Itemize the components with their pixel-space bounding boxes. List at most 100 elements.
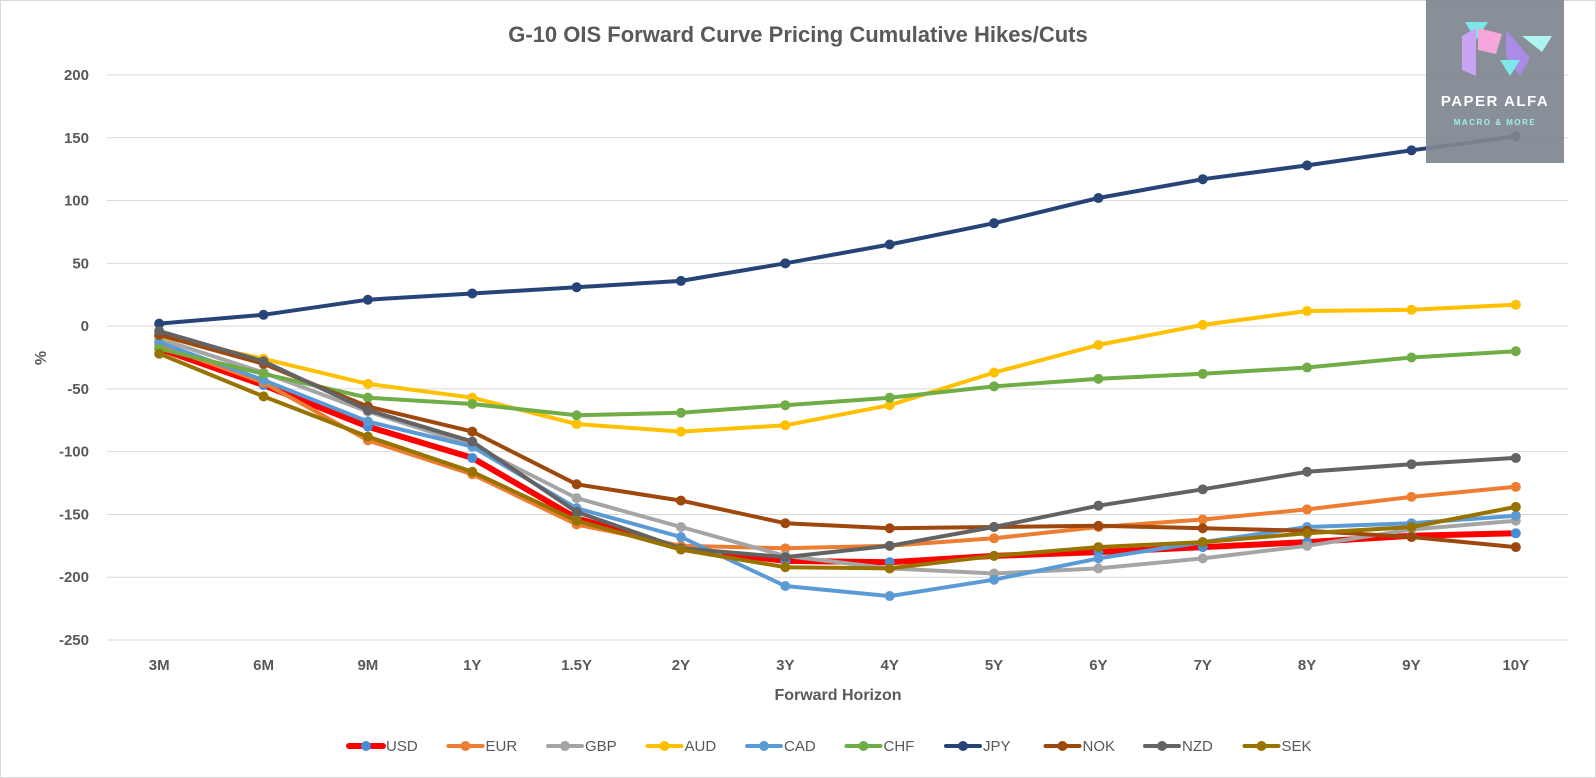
data-point-nzd — [1510, 452, 1521, 463]
legend-label: CHF — [884, 738, 915, 755]
y-axis-label: % — [33, 351, 50, 365]
x-tick-label: 2Y — [672, 657, 690, 674]
series-chf — [154, 343, 1521, 421]
legend-label: NOK — [1083, 738, 1116, 755]
data-point-aud — [1197, 319, 1208, 330]
legend-swatch-marker — [958, 741, 968, 751]
data-point-cad — [780, 581, 791, 592]
series-line-jpy — [157, 134, 1518, 326]
y-tick-label: -250 — [59, 632, 89, 649]
data-point-sek — [780, 562, 791, 573]
data-point-gbp — [571, 493, 582, 504]
data-point-eur — [780, 543, 791, 554]
y-tick-label: -150 — [59, 506, 89, 523]
data-point-chf — [571, 410, 582, 421]
logo-mark-icon — [1462, 22, 1552, 76]
data-point-chf — [884, 392, 895, 403]
data-point-sek — [362, 431, 373, 442]
data-point-nok — [571, 479, 582, 490]
data-point-cad — [884, 591, 895, 602]
y-tick-label: -100 — [59, 444, 89, 461]
x-tick-label: 6Y — [1089, 657, 1107, 674]
legend-item-eur: EUR — [446, 738, 517, 755]
legend-swatch-marker — [1157, 741, 1167, 751]
data-point-gbp — [675, 522, 686, 532]
data-point-cad — [1510, 510, 1521, 521]
paper-alfa-logo: PAPER ALFA MACRO & MORE — [1426, 0, 1564, 163]
legend-label: USD — [386, 738, 418, 755]
legend: USD EUR GBP AUD CAD CHF JPY NOK NZD SEK — [346, 738, 1312, 755]
logo-name: PAPER ALFA — [1441, 93, 1549, 110]
data-point-gbp — [1093, 563, 1104, 574]
y-tick-label: 0 — [81, 318, 89, 335]
data-point-jpy — [675, 275, 686, 286]
data-point-sek — [571, 515, 582, 526]
legend-item-usd: USD — [346, 738, 418, 755]
data-point-sek — [154, 348, 165, 359]
legend-item-cad: CAD — [745, 738, 816, 755]
data-point-jpy — [362, 294, 373, 305]
data-point-usd — [467, 452, 478, 463]
data-point-chf — [675, 407, 686, 418]
data-point-jpy — [467, 288, 478, 299]
y-tick-label: -50 — [67, 381, 89, 398]
legend-item-aud: AUD — [645, 738, 716, 755]
data-point-nok — [1197, 523, 1208, 534]
data-point-cad — [362, 416, 373, 427]
data-point-nzd — [989, 522, 1000, 532]
data-point-nok — [1510, 542, 1521, 553]
data-point-jpy — [154, 318, 165, 329]
data-point-sek — [989, 550, 1000, 561]
data-point-nzd — [571, 506, 582, 517]
x-tick-label: 9Y — [1402, 657, 1420, 674]
series-line-chf — [157, 346, 1518, 418]
data-point-jpy — [989, 218, 1000, 229]
legend-label: CAD — [784, 738, 816, 755]
legend-swatch-marker — [1057, 741, 1068, 751]
data-point-nok — [1093, 520, 1104, 531]
legend-item-nzd: NZD — [1143, 738, 1213, 755]
series-line-nzd — [157, 329, 1518, 560]
legend-swatch-marker — [460, 741, 471, 751]
x-tick-label: 9M — [357, 657, 378, 674]
x-tick-label: 3Y — [776, 657, 794, 674]
series-line-sek — [157, 351, 1518, 571]
y-tick-label: 200 — [64, 67, 89, 84]
x-axis-ticks: 3M 6M 9M 1Y 1.5Y 2Y 3Y 4Y 5Y 6Y 7Y 8Y 9Y 10Y — [149, 657, 1529, 674]
series-line-eur — [157, 342, 1518, 551]
data-point-chf — [1406, 352, 1417, 363]
data-point-chf — [1510, 346, 1521, 357]
legend-swatch-marker — [1256, 741, 1267, 751]
y-tick-label: -200 — [59, 569, 89, 586]
data-point-aud — [1093, 339, 1104, 350]
legend-swatch-marker — [659, 741, 670, 751]
data-point-nzd — [1197, 484, 1208, 495]
x-tick-label: 1Y — [463, 657, 481, 674]
data-point-nzd — [1093, 500, 1104, 511]
data-point-sek — [884, 563, 895, 574]
data-point-aud — [675, 426, 686, 437]
legend-label: GBP — [585, 738, 617, 755]
legend-item-jpy: JPY — [944, 738, 1011, 755]
legend-item-sek: SEK — [1242, 738, 1312, 755]
data-point-chf — [989, 381, 1000, 392]
data-point-aud — [989, 367, 1000, 378]
x-tick-label: 5Y — [985, 657, 1003, 674]
data-point-gbp — [1302, 540, 1313, 551]
x-tick-label: 8Y — [1298, 657, 1316, 674]
data-point-cad — [675, 532, 686, 543]
series-line-nok — [157, 332, 1518, 550]
series-sek — [154, 348, 1521, 574]
data-point-sek — [1406, 522, 1417, 532]
y-tick-label: 100 — [64, 193, 89, 210]
data-point-chf — [780, 400, 791, 411]
data-point-aud — [884, 400, 895, 411]
data-point-cad — [1093, 553, 1104, 564]
data-point-jpy — [780, 258, 791, 269]
data-point-sek — [467, 466, 478, 477]
data-point-nok — [675, 495, 686, 506]
chart-title: G-10 OIS Forward Curve Pricing Cumulativ… — [508, 22, 1088, 47]
data-point-nzd — [780, 552, 791, 563]
legend-item-chf: CHF — [844, 738, 915, 755]
